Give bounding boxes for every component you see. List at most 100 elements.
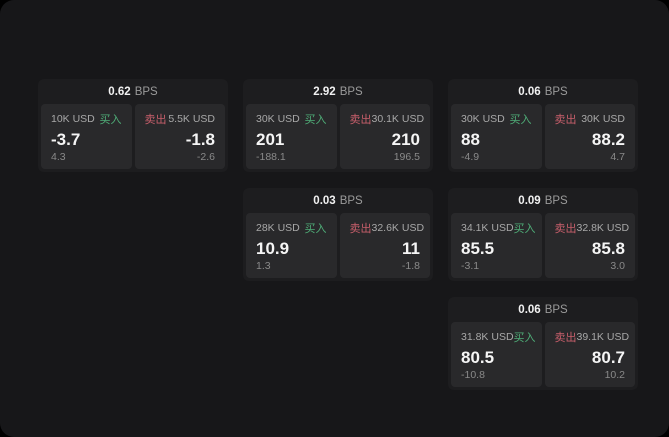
buy-panel[interactable]: 10K USD 买入 -3.7 4.3 [41,104,132,169]
bps-unit-label: BPS [544,194,568,207]
sell-sub-value: -2.6 [196,151,215,163]
buy-sell-panels: 31.8K USD 买入 80.5 -10.8 卖出 39.1K USD 80.… [451,322,635,387]
buy-price: 80.5 [461,347,495,367]
sell-panel[interactable]: 卖出 32.6K USD 11 -1.8 [339,213,430,278]
sell-sub-value: 3.0 [610,260,625,272]
buy-price: 10.9 [256,238,290,258]
sell-panel[interactable]: 卖出 39.1K USD 80.7 10.2 [544,322,635,387]
bps-value: 0.03 [313,194,336,207]
bps-unit-label: BPS [134,85,158,98]
card-header: 0.62 BPS [41,79,225,104]
buy-sub-value: 1.3 [256,260,271,272]
buy-price: 85.5 [461,238,495,258]
buy-sub-value: -188.1 [256,151,286,163]
sell-price: -1.8 [185,129,215,149]
sell-side-label: 卖出 [554,114,577,126]
sell-sub-value: 10.2 [604,369,625,381]
sell-panel-top-row: 卖出 30.1K USD [349,111,425,127]
buy-sell-panels: 34.1K USD 买入 85.5 -3.1 卖出 32.8K USD 85.8… [451,213,635,278]
buy-side-label: 买入 [509,114,532,126]
buy-sell-panels: 30K USD 买入 88 -4.9 卖出 30K USD 88.2 4.7 [451,104,635,169]
buy-sell-panels: 28K USD 买入 10.9 1.3 卖出 32.6K USD 11 -1.8 [246,213,430,278]
sell-price: 210 [391,129,420,149]
quote-card: 0.09 BPS 34.1K USD 买入 85.5 -3.1 卖出 32.8K… [448,188,638,281]
buy-panel-top-row: 31.8K USD 买入 [461,329,536,345]
buy-panel-top-row: 28K USD 买入 [256,220,327,236]
sell-sub-value: 196.5 [393,151,420,163]
sell-amount: 39.1K USD [576,331,630,343]
buy-panel[interactable]: 31.8K USD 买入 80.5 -10.8 [451,322,542,387]
buy-side-label: 买入 [304,114,327,126]
buy-sub-value: -10.8 [461,369,485,381]
buy-side-label: 买入 [304,223,327,235]
buy-sub-value: -4.9 [461,151,480,163]
buy-amount: 30K USD [461,113,505,125]
buy-panel[interactable]: 28K USD 买入 10.9 1.3 [246,213,337,278]
sell-panel-top-row: 卖出 32.8K USD [554,220,630,236]
sell-price: 85.8 [591,238,625,258]
buy-panel-top-row: 10K USD 买入 [51,111,122,127]
quote-card: 0.62 BPS 10K USD 买入 -3.7 4.3 卖出 5.5K USD… [38,79,228,172]
card-header: 0.09 BPS [451,188,635,213]
sell-sub-value: -1.8 [401,260,420,272]
sell-amount: 32.6K USD [371,222,425,234]
sell-amount: 30K USD [581,113,625,125]
sell-panel[interactable]: 卖出 30K USD 88.2 4.7 [544,104,635,169]
buy-side-label: 买入 [513,223,536,235]
quote-card: 2.92 BPS 30K USD 买入 201 -188.1 卖出 30.1K … [243,79,433,172]
buy-panel-top-row: 30K USD 买入 [256,111,327,127]
sell-panel[interactable]: 卖出 32.8K USD 85.8 3.0 [544,213,635,278]
bps-value: 2.92 [313,85,336,98]
sell-side-label: 卖出 [349,223,372,235]
buy-panel-top-row: 30K USD 买入 [461,111,532,127]
bps-unit-label: BPS [339,85,363,98]
buy-price: -3.7 [51,129,81,149]
card-header: 0.06 BPS [451,297,635,322]
buy-amount: 30K USD [256,113,300,125]
buy-sub-value: 4.3 [51,151,66,163]
buy-sell-panels: 10K USD 买入 -3.7 4.3 卖出 5.5K USD -1.8 -2.… [41,104,225,169]
bps-value: 0.06 [518,85,541,98]
sell-amount: 5.5K USD [168,113,215,125]
buy-panel[interactable]: 30K USD 买入 201 -188.1 [246,104,337,169]
sell-amount: 32.8K USD [576,222,630,234]
card-header: 0.03 BPS [246,188,430,213]
buy-amount: 10K USD [51,113,95,125]
buy-panel[interactable]: 34.1K USD 买入 85.5 -3.1 [451,213,542,278]
buy-price: 201 [256,129,285,149]
bps-unit-label: BPS [339,194,363,207]
sell-price: 88.2 [591,129,625,149]
buy-panel-top-row: 34.1K USD 买入 [461,220,536,236]
sell-side-label: 卖出 [554,332,577,344]
sell-side-label: 卖出 [349,114,372,126]
sell-panel-top-row: 卖出 5.5K USD [145,111,216,127]
sell-panel[interactable]: 卖出 5.5K USD -1.8 -2.6 [134,104,225,169]
sell-panel-top-row: 卖出 39.1K USD [554,329,630,345]
buy-side-label: 买入 [513,332,536,344]
buy-amount: 31.8K USD [461,331,514,343]
buy-sub-value: -3.1 [461,260,480,272]
sell-side-label: 卖出 [554,223,577,235]
bps-value: 0.62 [108,85,131,98]
buy-amount: 34.1K USD [461,222,514,234]
buy-side-label: 买入 [99,114,122,126]
sell-panel-top-row: 卖出 32.6K USD [349,220,425,236]
sell-panel[interactable]: 卖出 30.1K USD 210 196.5 [339,104,430,169]
sell-price: 80.7 [591,347,625,367]
sell-side-label: 卖出 [144,114,167,126]
card-header: 2.92 BPS [246,79,430,104]
card-header: 0.06 BPS [451,79,635,104]
buy-sell-panels: 30K USD 买入 201 -188.1 卖出 30.1K USD 210 1… [246,104,430,169]
bps-value: 0.06 [518,303,541,316]
quote-card: 0.06 BPS 31.8K USD 买入 80.5 -10.8 卖出 39.1… [448,297,638,390]
bps-value: 0.09 [518,194,541,207]
quote-card: 0.03 BPS 28K USD 买入 10.9 1.3 卖出 32.6K US… [243,188,433,281]
buy-panel[interactable]: 30K USD 买入 88 -4.9 [451,104,542,169]
bps-unit-label: BPS [544,303,568,316]
sell-amount: 30.1K USD [371,113,425,125]
sell-sub-value: 4.7 [610,151,625,163]
bps-unit-label: BPS [544,85,568,98]
sell-price: 11 [402,238,420,258]
quote-cards-grid: 0.62 BPS 10K USD 买入 -3.7 4.3 卖出 5.5K USD… [38,79,638,390]
